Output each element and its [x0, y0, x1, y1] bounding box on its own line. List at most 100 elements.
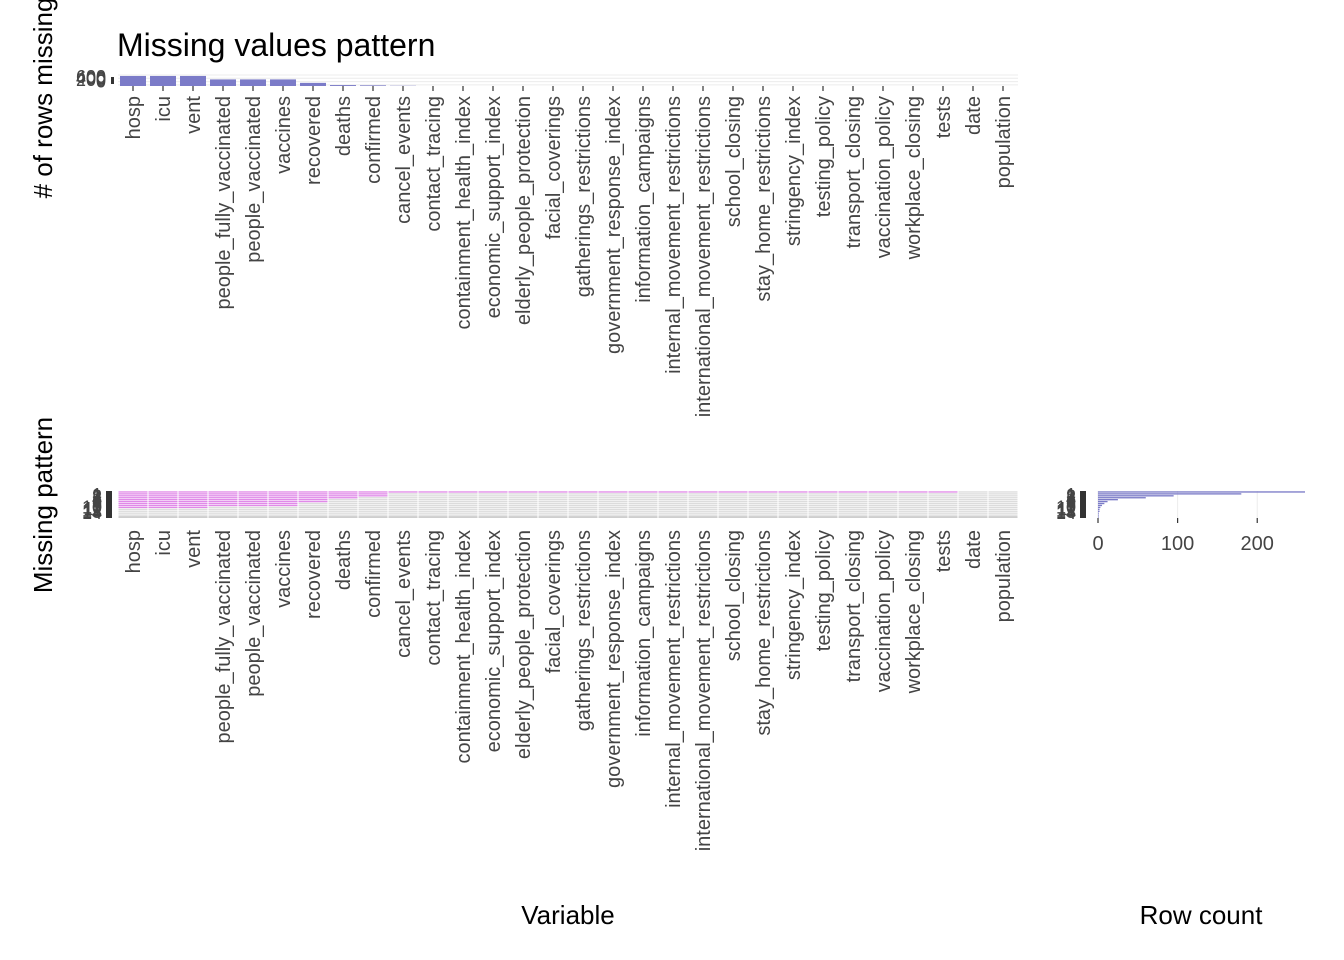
heatmap-cell	[718, 514, 748, 516]
heatmap-cell	[178, 512, 208, 514]
heatmap-cell	[268, 502, 298, 505]
heatmap-cell	[448, 500, 478, 503]
heatmap-cell	[718, 516, 748, 518]
heatmap-cell	[778, 508, 808, 510]
heatmap-cell	[868, 514, 898, 516]
heatmap-cell	[658, 508, 688, 510]
heatmap-cell	[778, 510, 808, 512]
x-tick-label: testing_policy	[813, 530, 835, 651]
heatmap-cell	[898, 508, 928, 510]
heatmap-cell	[448, 510, 478, 512]
heatmap-cell	[748, 495, 778, 497]
x-tick-label: facial_coverings	[543, 96, 565, 239]
heatmap-cell	[208, 500, 238, 503]
x-tick-label: containment_health_index	[453, 96, 475, 330]
heatmap-cell	[568, 499, 598, 501]
heatmap-cell	[718, 497, 748, 499]
rowcount-pattern-tick-label: 13	[1056, 502, 1076, 522]
rowcount-y-axis-ticks	[1080, 491, 1086, 518]
pattern-tick-label: 1	[92, 485, 102, 505]
heatmap-cell	[598, 495, 628, 497]
heatmap-cell	[688, 502, 718, 505]
heatmap-cell	[328, 504, 358, 507]
heatmap-cell	[148, 512, 178, 514]
heatmap-cell	[538, 495, 568, 497]
heatmap-cell	[448, 516, 478, 518]
heatmap-cell	[808, 493, 838, 495]
heatmap-cell	[298, 495, 328, 497]
heatmap-cell	[478, 516, 508, 518]
x-tick-label: vent	[183, 530, 205, 568]
heatmap-cell	[958, 504, 988, 507]
heatmap-cell	[838, 500, 868, 503]
heatmap-cell	[808, 499, 838, 501]
heatmap-cell	[268, 516, 298, 518]
chart-title: Missing values pattern	[117, 27, 435, 63]
heatmap-cell	[808, 502, 838, 505]
top-y-tick-label: 400	[76, 69, 106, 89]
rowcount-xlabel: Row count	[1140, 900, 1264, 930]
heatmap-cell	[718, 508, 748, 510]
heatmap-cell	[688, 499, 718, 501]
heatmap-cell	[568, 497, 598, 499]
heatmap-cell	[958, 514, 988, 516]
heatmap-cell	[958, 512, 988, 514]
heatmap-cell	[958, 500, 988, 503]
heatmap-cell	[538, 514, 568, 516]
top-bar	[270, 79, 296, 86]
x-tick-label: economic_support_index	[483, 530, 505, 752]
heatmap-cell	[718, 491, 748, 493]
heatmap-cell	[658, 491, 688, 493]
heatmap-cell	[838, 504, 868, 507]
heatmap-cell	[928, 504, 958, 507]
heatmap-cell	[718, 502, 748, 505]
heatmap-cell	[838, 491, 868, 493]
heatmap-cell	[508, 499, 538, 501]
heatmap-cell	[928, 502, 958, 505]
heatmap-cell	[238, 502, 268, 505]
heatmap-cell	[358, 495, 388, 497]
heatmap-cell	[388, 506, 418, 509]
heatmap-cell	[538, 502, 568, 505]
heatmap-cell	[358, 500, 388, 503]
heatmap-cell	[118, 500, 148, 503]
x-tick-label: internal_movement_restrictions	[663, 96, 685, 374]
rowcount-pattern-tick-label: 3	[1066, 488, 1076, 508]
heatmap-cell	[898, 506, 928, 509]
heatmap-cell	[628, 508, 658, 510]
heatmap-cell	[208, 495, 238, 497]
heatmap-cell	[448, 495, 478, 497]
heatmap-cell	[148, 499, 178, 501]
heatmap-cell	[328, 516, 358, 518]
heatmap-cell	[898, 499, 928, 501]
pattern-tick-label: 10	[82, 498, 102, 518]
heatmap-cell	[688, 514, 718, 516]
heatmap-cell	[508, 497, 538, 499]
x-tick-label: gatherings_restrictions	[573, 96, 595, 297]
pattern-tick-label: 12	[82, 500, 102, 520]
heatmap-cell	[538, 504, 568, 507]
top-bar	[120, 75, 146, 86]
heatmap-cell	[268, 491, 298, 493]
heatmap-cell	[928, 493, 958, 495]
x-tick-label: deaths	[333, 96, 355, 156]
heatmap-cell	[988, 510, 1018, 512]
heatmap-cell	[628, 514, 658, 516]
top-bar	[330, 85, 356, 86]
heatmap-cell	[118, 516, 148, 518]
x-tick-label: facial_coverings	[543, 530, 565, 673]
x-tick-label: government_response_index	[603, 96, 625, 354]
heatmap-cell	[298, 506, 328, 509]
top-panel-bg	[118, 75, 1018, 86]
heatmap-cell	[838, 499, 868, 501]
pattern-tick-label: 4	[92, 489, 102, 509]
heatmap-cell	[628, 516, 658, 518]
heatmap-cell	[868, 502, 898, 505]
heatmap-cell	[388, 491, 418, 493]
heatmap-cell	[568, 504, 598, 507]
heatmap-cell	[538, 510, 568, 512]
x-tick-label: elderly_people_protection	[513, 530, 535, 759]
heatmap-cell	[388, 499, 418, 501]
heatmap-cell	[508, 493, 538, 495]
heatmap-cell	[448, 504, 478, 507]
